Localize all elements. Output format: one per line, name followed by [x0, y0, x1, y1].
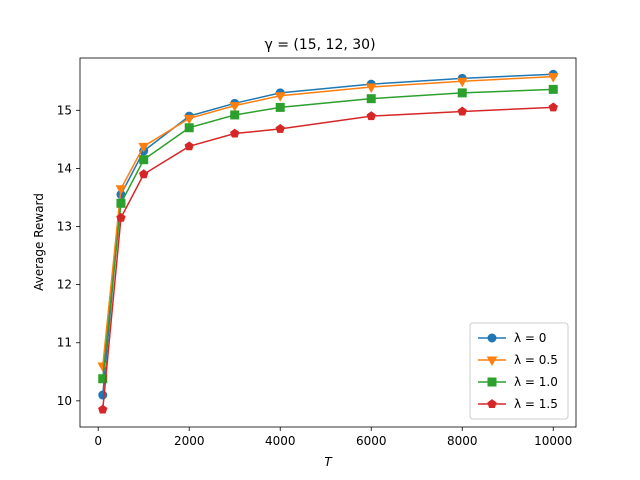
- y-tick-label: 14: [57, 161, 72, 175]
- y-tick-label: 10: [57, 394, 72, 408]
- legend-item: λ = 0.5: [478, 353, 558, 367]
- y-tick-label: 11: [57, 336, 72, 350]
- x-tick-label: 8000: [447, 434, 478, 448]
- data-point: [139, 155, 149, 165]
- legend-item: λ = 0: [478, 331, 546, 345]
- series-1: [97, 73, 559, 373]
- legend-label: λ = 0: [514, 331, 546, 345]
- y-tick-label: 15: [57, 103, 72, 117]
- data-point: [275, 123, 285, 133]
- data-point: [98, 404, 108, 414]
- data-point: [547, 73, 559, 83]
- legend-marker: [487, 377, 497, 387]
- data-point: [548, 84, 558, 94]
- series-2: [98, 84, 558, 384]
- data-point: [275, 102, 285, 112]
- x-axis-ticks: 0 2000 4000 6000 8000 10000: [94, 427, 572, 448]
- data-point: [366, 111, 376, 121]
- x-tick-label: 10000: [534, 434, 572, 448]
- data-point: [184, 141, 194, 151]
- y-tick-label: 13: [57, 220, 72, 234]
- chart-title: γ = (15, 12, 30): [264, 37, 375, 53]
- data-point: [116, 198, 126, 208]
- data-point: [365, 83, 377, 94]
- legend-label: λ = 1.5: [514, 397, 558, 411]
- data-point: [456, 77, 468, 88]
- y-axis-ticks: 10 11 12 13 14 15: [57, 103, 80, 408]
- data-point: [230, 128, 240, 138]
- legend: λ = 0 λ = 0.5 λ = 1.0 λ = 1.5: [469, 322, 569, 420]
- series-3: [98, 102, 558, 414]
- data-point: [229, 102, 241, 112]
- data-point: [116, 212, 126, 222]
- legend-marker: [487, 399, 497, 408]
- x-tick-label: 6000: [356, 434, 387, 448]
- data-point: [138, 142, 150, 153]
- series-layer: [97, 69, 559, 414]
- x-tick-label: 2000: [174, 434, 205, 448]
- data-point: [548, 102, 558, 112]
- data-point: [366, 94, 376, 104]
- data-point: [457, 88, 467, 98]
- x-tick-label: 4000: [265, 434, 296, 448]
- y-tick-label: 12: [57, 278, 72, 292]
- legend-label: λ = 0.5: [514, 353, 558, 367]
- data-point: [230, 110, 240, 120]
- legend-item: λ = 1.5: [478, 397, 558, 411]
- data-point: [274, 92, 286, 102]
- x-axis-title: T: [324, 455, 333, 469]
- legend-marker: [487, 333, 497, 343]
- plot-frame: [79, 57, 577, 428]
- data-point: [98, 374, 108, 384]
- legend-marker: [486, 356, 498, 367]
- legend-item: λ = 1.0: [478, 375, 558, 389]
- data-point: [139, 169, 149, 179]
- y-axis-title: Average Reward: [32, 193, 46, 291]
- data-point: [115, 185, 127, 195]
- legend-label: λ = 1.0: [514, 375, 558, 389]
- data-point: [183, 114, 195, 125]
- x-tick-label: 0: [94, 434, 102, 448]
- data-point: [98, 390, 108, 400]
- data-point: [97, 362, 109, 373]
- data-point: [184, 123, 194, 133]
- data-point: [457, 106, 467, 116]
- legend-box: [469, 322, 569, 420]
